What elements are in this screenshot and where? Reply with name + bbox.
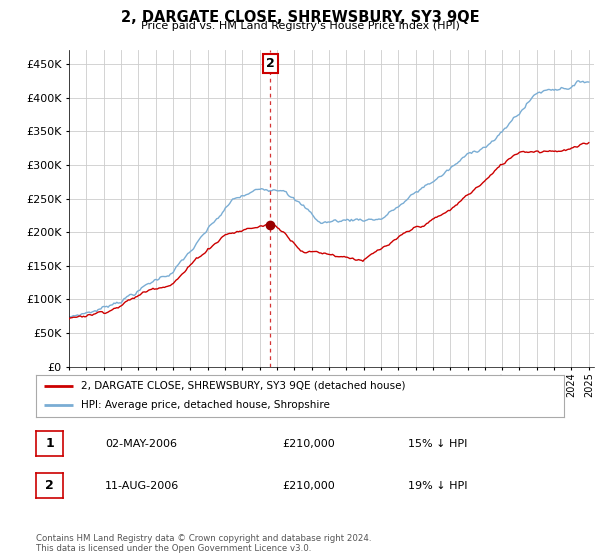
Text: 19% ↓ HPI: 19% ↓ HPI [408,481,467,491]
Text: Contains HM Land Registry data © Crown copyright and database right 2024.
This d: Contains HM Land Registry data © Crown c… [36,534,371,553]
Text: 02-MAY-2006: 02-MAY-2006 [105,439,177,449]
Text: Price paid vs. HM Land Registry's House Price Index (HPI): Price paid vs. HM Land Registry's House … [140,21,460,31]
Text: HPI: Average price, detached house, Shropshire: HPI: Average price, detached house, Shro… [81,400,330,410]
Text: 15% ↓ HPI: 15% ↓ HPI [408,439,467,449]
Text: £210,000: £210,000 [282,439,335,449]
Text: 2, DARGATE CLOSE, SHREWSBURY, SY3 9QE (detached house): 2, DARGATE CLOSE, SHREWSBURY, SY3 9QE (d… [81,381,406,391]
Text: £210,000: £210,000 [282,481,335,491]
Text: 11-AUG-2006: 11-AUG-2006 [105,481,179,491]
Text: 2: 2 [266,57,275,71]
Text: 2, DARGATE CLOSE, SHREWSBURY, SY3 9QE: 2, DARGATE CLOSE, SHREWSBURY, SY3 9QE [121,10,479,25]
Text: 2: 2 [45,479,54,492]
Text: 1: 1 [45,437,54,450]
